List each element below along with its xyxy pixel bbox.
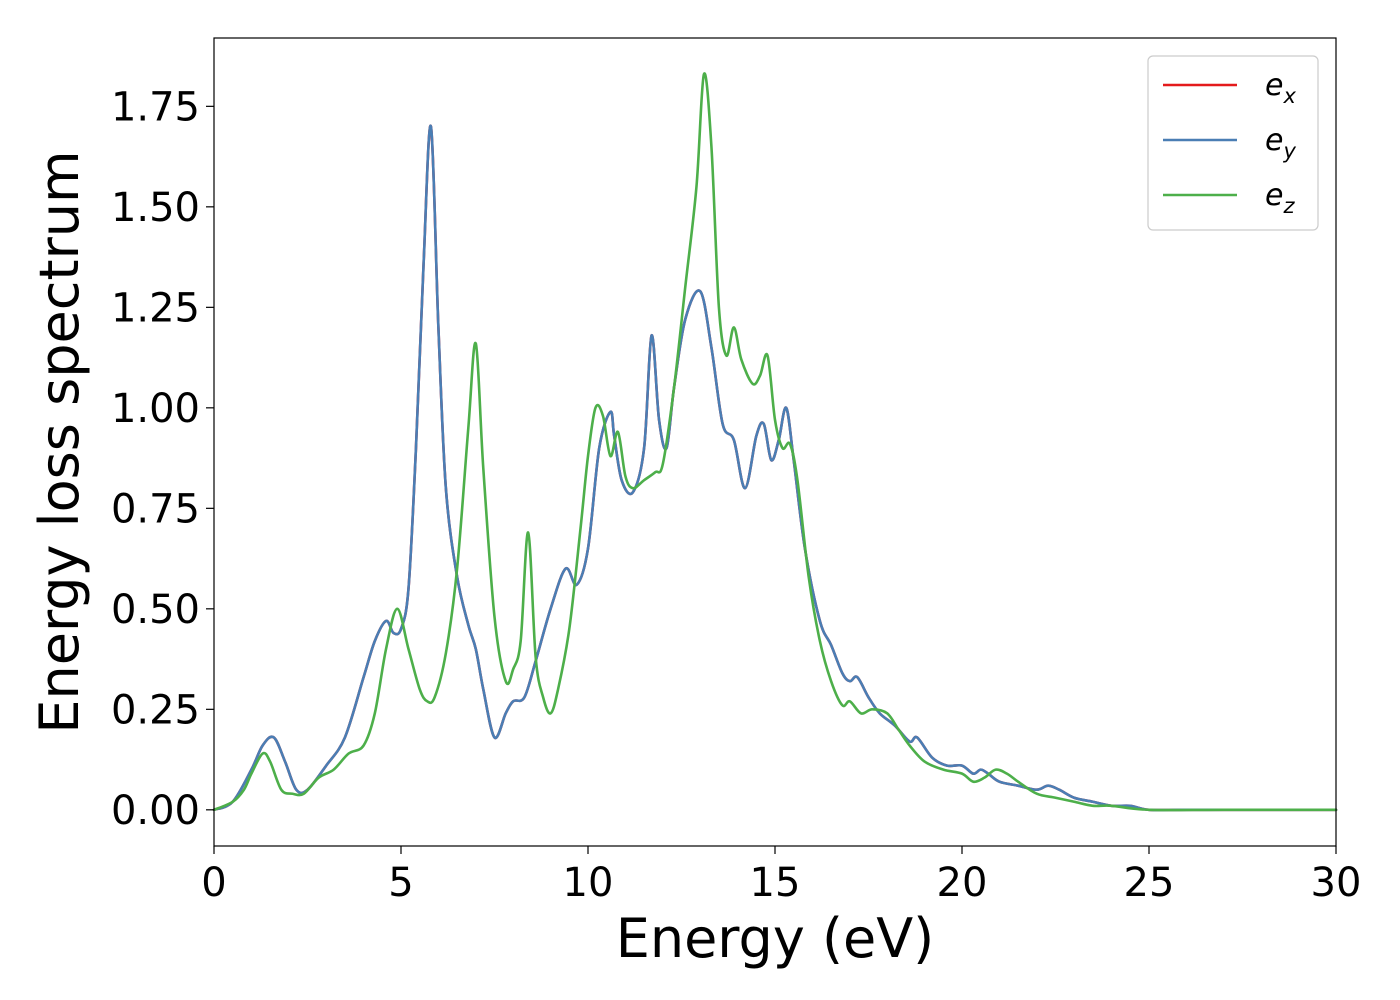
x-axis-ticks: 0 5 10 15 20 25 30 — [201, 846, 1361, 906]
y-tick-label: 0.00 — [111, 788, 200, 834]
x-tick-label: 20 — [937, 860, 988, 906]
x-tick-label: 0 — [201, 860, 226, 906]
y-tick-label: 1.00 — [111, 386, 200, 432]
x-tick-label: 30 — [1311, 860, 1362, 906]
y-tick-label: 1.50 — [111, 185, 200, 231]
series-layer — [212, 72, 1338, 812]
y-tick-label: 1.75 — [111, 84, 200, 130]
legend-subscript: z — [1282, 194, 1295, 218]
y-tick-label: 1.25 — [111, 285, 200, 331]
legend-label-ey: ey — [1265, 123, 1296, 163]
x-tick-label: 15 — [750, 860, 801, 906]
y-axis-label: Energy loss spectrum — [28, 150, 91, 733]
x-tick-label: 10 — [563, 860, 614, 906]
series-line-ez — [212, 72, 1338, 812]
series-line-ey — [212, 124, 1338, 812]
y-tick-label: 0.50 — [111, 587, 200, 633]
legend-box — [1147, 55, 1319, 231]
legend-subscript: x — [1282, 84, 1296, 108]
y-tick-label: 0.75 — [111, 486, 200, 532]
x-tick-label: 25 — [1124, 860, 1175, 906]
x-tick-label: 5 — [388, 860, 413, 906]
x-axis-label: Energy (eV) — [616, 907, 935, 970]
legend-subscript: y — [1282, 139, 1296, 163]
y-tick-label: 0.25 — [111, 687, 200, 733]
y-axis-ticks: 0.00 0.25 0.50 0.75 1.00 1.25 1.50 1.75 — [111, 84, 214, 834]
